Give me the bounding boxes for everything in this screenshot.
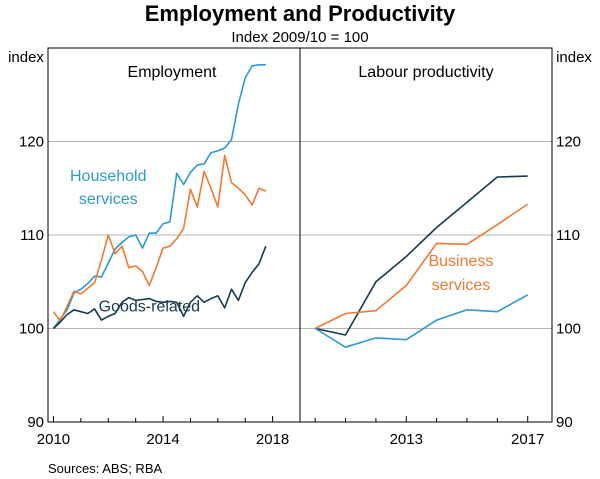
series-label-business: Business — [428, 253, 493, 270]
x-tick-label: 2014 — [146, 431, 179, 448]
series-label-household: Household — [70, 168, 147, 185]
y-tick-label-right: 90 — [556, 414, 573, 431]
panel-title-employment: Employment — [128, 64, 217, 81]
y-unit-label-right: index — [556, 49, 592, 66]
y-tick-label-right: 100 — [556, 321, 581, 338]
series-line-business — [314, 203, 529, 330]
x-tick-label: 2018 — [256, 431, 289, 448]
series-label-business: services — [432, 277, 491, 294]
x-tick-label: 2010 — [37, 431, 70, 448]
y-unit-label-left: index — [8, 49, 44, 66]
series-line-goods — [315, 175, 528, 336]
plot-area: 90 90 100 100 110 110 120 120 2010 2014 2018 Househ… — [19, 47, 581, 448]
y-tick-label-left: 110 — [20, 227, 44, 244]
y-tick-label-left: 120 — [19, 134, 44, 151]
y-tick-label-right: 110 — [556, 227, 580, 244]
chart-subtitle: Index 2009/10 = 100 — [231, 29, 368, 46]
series-label-goods: Goods-related — [99, 299, 200, 316]
series-label-household: services — [79, 191, 138, 208]
y-tick-label-right: 120 — [556, 134, 581, 151]
series-line-household — [314, 294, 529, 349]
chart-title: Employment and Productivity — [145, 1, 456, 26]
x-tick-label: 2017 — [511, 431, 544, 448]
panel-title-productivity: Labour productivity — [358, 64, 493, 81]
y-tick-label-left: 90 — [27, 414, 44, 431]
y-tick-label-left: 100 — [19, 321, 44, 338]
series-line-household — [52, 64, 266, 329]
x-tick-label: 2013 — [390, 431, 423, 448]
series-line-business — [52, 154, 267, 322]
series-line-goods — [52, 245, 267, 330]
source-note: Sources: ABS; RBA — [48, 461, 162, 476]
